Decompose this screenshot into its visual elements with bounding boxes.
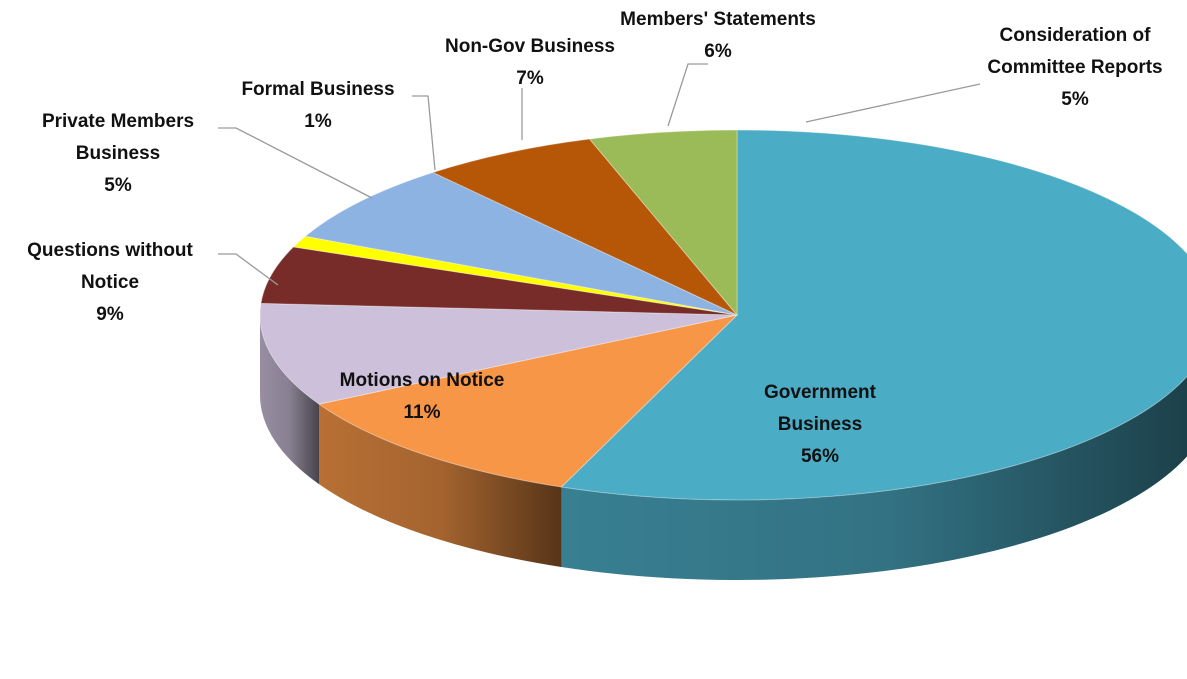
slice-label-private-members-business: Private Members Business 5% xyxy=(42,111,194,196)
slice-label-government-business: Government Business 56% xyxy=(764,382,877,467)
leader-line-private-members-business xyxy=(218,127,373,199)
slice-value-label: 9% xyxy=(96,304,124,325)
slice-value-label: 5% xyxy=(1061,89,1089,110)
slice-value-label: 6% xyxy=(704,41,732,62)
slice-name-label: Members' Statements xyxy=(620,9,816,30)
leader-line-members-statements xyxy=(667,63,708,127)
slice-name-label: Questions without xyxy=(27,240,193,261)
slice-formal-business xyxy=(292,235,738,316)
leader-lines xyxy=(218,63,981,286)
pie-depth xyxy=(260,315,1187,580)
slice-name-label: Private Members xyxy=(42,111,194,132)
slice-side-shade-government-business xyxy=(561,376,1187,580)
leader-line-questions-without-notice xyxy=(218,253,279,286)
slice-value-label: 11% xyxy=(404,402,441,423)
leader-line-formal-business xyxy=(412,95,436,171)
pie-slices xyxy=(259,129,1187,501)
slice-name-label: Formal Business xyxy=(241,79,394,100)
slice-label-members-statements: Members' Statements 6% xyxy=(620,9,816,62)
slice-questions-without-notice xyxy=(259,302,738,405)
slice-label-questions-without-notice: Questions without Notice 9% xyxy=(27,240,193,325)
slice-name-label: Committee Reports xyxy=(987,57,1162,78)
slice-value-label: 1% xyxy=(304,111,332,132)
slice-name-label: Notice xyxy=(81,272,139,293)
slice-side-shade-questions-without-notice xyxy=(260,315,320,485)
slice-value-label: 5% xyxy=(104,175,132,196)
leader-line-consideration-of-committee-reports xyxy=(805,83,981,123)
slice-motions-on-notice xyxy=(317,314,739,488)
slice-value-label: 56% xyxy=(801,446,839,467)
slice-labels: Government Business 56% Motions on Notice 11… xyxy=(27,9,1162,467)
slice-government-business xyxy=(560,129,1187,501)
slice-label-motions-on-notice: Motions on Notice 11% xyxy=(340,370,505,423)
slice-name-label: Government xyxy=(764,382,877,403)
slice-name-label: Non-Gov Business xyxy=(445,36,615,57)
slice-consideration-of-committee-reports xyxy=(588,129,738,317)
slice-name-label: Motions on Notice xyxy=(340,370,505,391)
slice-name-label: Consideration of xyxy=(1000,25,1152,46)
slice-label-consideration-of-committee-reports: Consideration of Committee Reports 5% xyxy=(987,25,1162,110)
slice-name-label: Business xyxy=(778,414,862,435)
slice-value-label: 7% xyxy=(516,68,544,89)
slice-label-non-gov-business: Non-Gov Business 7% xyxy=(445,36,615,89)
slice-private-members-business xyxy=(260,246,738,316)
slice-non-gov-business xyxy=(304,171,738,316)
slice-label-formal-business: Formal Business 1% xyxy=(241,79,394,132)
slice-name-label: Business xyxy=(76,143,160,164)
slice-members-statements xyxy=(431,138,738,316)
slice-side-shade-motions-on-notice xyxy=(319,404,562,568)
